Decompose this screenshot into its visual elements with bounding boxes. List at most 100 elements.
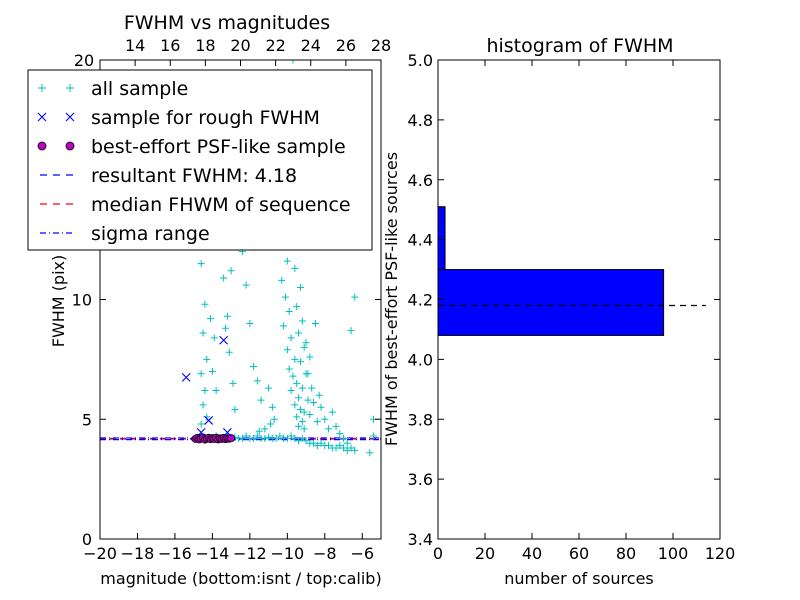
scatter-point-all-sample bbox=[212, 387, 220, 395]
scatter-point-all-sample bbox=[351, 293, 359, 301]
scatter-point-all-sample bbox=[295, 394, 303, 402]
scatter-x-tick-label: −8 bbox=[313, 544, 337, 563]
scatter-point-all-sample bbox=[300, 408, 308, 416]
scatter-point-all-sample bbox=[306, 353, 314, 361]
scatter-point-all-sample bbox=[231, 406, 239, 414]
scatter-point-all-sample bbox=[250, 363, 258, 371]
histogram-x-tick-label: 100 bbox=[658, 544, 689, 563]
histogram-panel: 0 20 40 60 80 100 120 3.4 3.6 3.8 4.0 4.2 4.4 4.6 4.8 5… bbox=[382, 35, 735, 588]
legend-label: sample for rough FWHM bbox=[91, 107, 320, 129]
scatter-point-all-sample bbox=[253, 432, 261, 440]
legend-marker-x bbox=[65, 112, 75, 122]
scatter-point-all-sample bbox=[291, 401, 299, 409]
scatter-point-all-sample bbox=[295, 329, 303, 337]
scatter-point-all-sample bbox=[340, 434, 348, 442]
legend-entry: resultant FWHM: 4.18 bbox=[40, 165, 297, 187]
scatter-point-all-sample bbox=[222, 324, 230, 332]
scatter-top-x-tick-label: 26 bbox=[336, 36, 356, 55]
scatter-top-x-tick-label: 22 bbox=[265, 36, 285, 55]
histogram-y-tick-label: 3.8 bbox=[408, 410, 433, 429]
scatter-point-all-sample bbox=[242, 432, 250, 440]
scatter-point-all-sample bbox=[315, 391, 323, 399]
histogram-y-tick-label: 3.6 bbox=[408, 470, 433, 489]
scatter-point-all-sample bbox=[287, 432, 295, 440]
scatter-point-all-sample bbox=[227, 267, 235, 275]
histogram-bar bbox=[437, 206, 446, 271]
scatter-point-all-sample bbox=[325, 425, 333, 433]
histogram-x-tick-label: 60 bbox=[569, 544, 589, 563]
scatter-point-all-sample bbox=[197, 260, 205, 268]
histogram-plot-area bbox=[437, 206, 706, 336]
scatter-point-all-sample bbox=[291, 264, 299, 272]
histogram-x-tick-label: 120 bbox=[705, 544, 736, 563]
scatter-point-all-sample bbox=[321, 415, 329, 423]
scatter-point-all-sample bbox=[308, 384, 316, 392]
scatter-legend: all sample sample for rough FWHM best-effo… bbox=[27, 69, 373, 251]
histogram-y-tick-label: 4.0 bbox=[408, 350, 433, 369]
scatter-point-all-sample bbox=[278, 276, 286, 284]
scatter-point-all-sample bbox=[197, 370, 205, 378]
scatter-point-all-sample bbox=[296, 284, 304, 292]
scatter-point-all-sample bbox=[283, 257, 291, 265]
scatter-point-all-sample bbox=[302, 370, 310, 378]
scatter-point-all-sample bbox=[311, 319, 319, 327]
scatter-point-all-sample bbox=[285, 307, 293, 315]
scatter-point-all-sample bbox=[199, 329, 207, 337]
scatter-point-all-sample bbox=[266, 420, 274, 428]
scatter-point-all-sample bbox=[340, 444, 348, 452]
histogram-x-tick-label: 20 bbox=[475, 544, 495, 563]
histogram-y-tick-label: 4.2 bbox=[408, 291, 433, 310]
legend-marker-plus bbox=[38, 84, 46, 92]
legend-entry: sigma range bbox=[40, 223, 210, 245]
legend-box bbox=[27, 69, 373, 251]
scatter-point-psf-like bbox=[227, 434, 236, 443]
scatter-point-all-sample bbox=[201, 387, 209, 395]
scatter-point-all-sample bbox=[347, 444, 355, 452]
legend-marker-plus bbox=[66, 84, 74, 92]
scatter-top-corner-label: 20 bbox=[74, 51, 94, 70]
scatter-point-all-sample bbox=[197, 420, 205, 428]
scatter-ticks: −20 −18 −16 −14 −12 −10 −8 −6 0 5 10 14 16 18 20 22 24 26… bbox=[72, 36, 392, 563]
scatter-point-all-sample bbox=[296, 406, 304, 414]
histogram-y-axis-label: FWHM of best-effort PSF-like sources bbox=[382, 152, 401, 446]
scatter-point-all-sample bbox=[287, 334, 295, 342]
legend-label: sigma range bbox=[91, 223, 210, 245]
scatter-point-all-sample bbox=[283, 434, 291, 442]
scatter-point-all-sample bbox=[291, 434, 299, 442]
legend-entries: all sample sample for rough FWHM best-effo… bbox=[37, 78, 351, 245]
histogram-ticks: 0 20 40 60 80 100 120 3.4 3.6 3.8 4.0 4.2 4.4 4.6 4.8 5… bbox=[408, 51, 736, 563]
scatter-point-all-sample bbox=[296, 358, 304, 366]
scatter-point-rough-fwhm bbox=[219, 335, 229, 345]
scatter-x-tick-label: −14 bbox=[196, 544, 230, 563]
scatter-title: FWHM vs magnitudes bbox=[124, 12, 330, 34]
scatter-point-all-sample bbox=[291, 355, 299, 363]
scatter-point-all-sample bbox=[207, 315, 215, 323]
scatter-point-all-sample bbox=[242, 281, 250, 289]
scatter-point-all-sample bbox=[300, 343, 308, 351]
scatter-point-all-sample bbox=[370, 432, 378, 440]
scatter-point-all-sample bbox=[343, 446, 351, 454]
scatter-point-all-sample bbox=[302, 339, 310, 347]
scatter-point-all-sample bbox=[208, 367, 216, 375]
scatter-point-rough-fwhm bbox=[204, 416, 214, 425]
histogram-x-tick-label: 0 bbox=[433, 544, 443, 563]
scatter-point-all-sample bbox=[302, 437, 310, 445]
scatter-point-all-sample bbox=[238, 434, 246, 442]
scatter-point-all-sample bbox=[265, 384, 273, 392]
histogram-x-tick-label: 40 bbox=[522, 544, 542, 563]
scatter-point-all-sample bbox=[229, 379, 237, 387]
scatter-top-x-tick-label: 20 bbox=[230, 36, 250, 55]
scatter-point-all-sample bbox=[276, 432, 284, 440]
scatter-point-all-sample bbox=[285, 365, 293, 373]
scatter-top-x-tick-label: 24 bbox=[301, 36, 321, 55]
scatter-point-all-sample bbox=[366, 449, 374, 457]
scatter-point-all-sample bbox=[295, 422, 303, 430]
legend-label: all sample bbox=[91, 78, 188, 100]
scatter-point-all-sample bbox=[317, 403, 325, 411]
scatter-point-all-sample bbox=[300, 425, 308, 433]
scatter-point-all-sample bbox=[223, 312, 231, 320]
scatter-point-all-sample bbox=[283, 346, 291, 354]
scatter-x-tick-label: −20 bbox=[83, 544, 117, 563]
scatter-point-all-sample bbox=[313, 418, 321, 426]
